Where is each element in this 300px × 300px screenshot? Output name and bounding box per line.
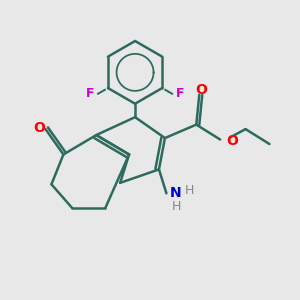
Text: O: O (33, 121, 45, 135)
Text: O: O (226, 134, 238, 148)
Text: O: O (195, 83, 207, 97)
Text: N: N (170, 186, 182, 200)
Text: H: H (172, 200, 181, 213)
Text: H: H (185, 184, 194, 197)
Text: F: F (86, 87, 94, 100)
Text: F: F (176, 87, 184, 100)
